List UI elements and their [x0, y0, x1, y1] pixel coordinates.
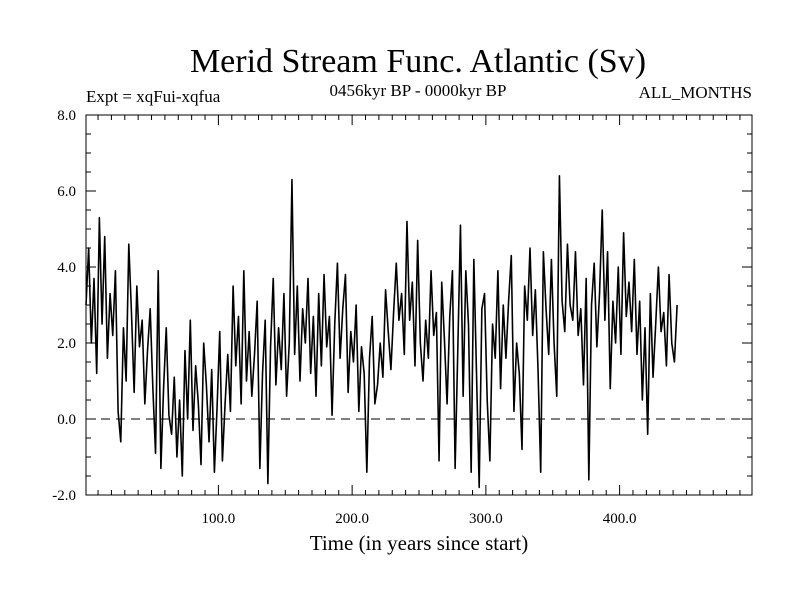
y-tick-label: -2.0	[52, 488, 76, 504]
minor-ticks	[86, 115, 752, 495]
major-ticks	[86, 114, 752, 496]
x-tick-label: 100.0	[202, 511, 236, 527]
y-tick-label: 8.0	[57, 108, 76, 124]
x-axis-label: Time (in years since start)	[310, 531, 529, 555]
data-series-line	[85, 175, 678, 489]
x-tick-label: 300.0	[469, 511, 503, 527]
x-tick-label: 400.0	[603, 511, 637, 527]
y-axis-tick-labels: -2.0 0.0 2.0 4.0 6.0 8.0	[52, 108, 76, 504]
y-tick-label: 6.0	[57, 184, 76, 200]
chart-title: Merid Stream Func. Atlantic (Sv)	[190, 43, 646, 80]
x-tick-label: 200.0	[335, 511, 369, 527]
plot-area	[85, 114, 753, 496]
period-label: 0456kyr BP - 0000kyr BP	[330, 81, 507, 100]
y-tick-label: 2.0	[57, 336, 76, 352]
x-axis-tick-labels: 100.0 200.0 300.0 400.0	[202, 511, 637, 527]
months-label: ALL_MONTHS	[639, 83, 752, 102]
y-tick-label: 0.0	[57, 412, 76, 428]
experiment-label: Expt = xqFui-xqfua	[86, 87, 221, 106]
y-tick-label: 4.0	[57, 260, 76, 276]
